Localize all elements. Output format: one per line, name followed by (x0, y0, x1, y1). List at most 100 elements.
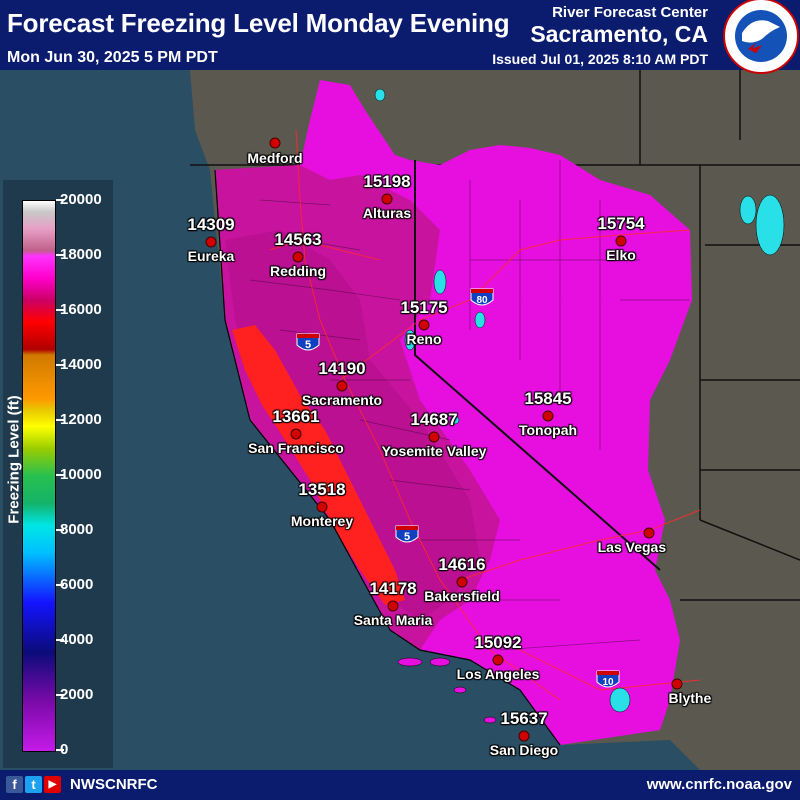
station-marker[interactable] (643, 527, 655, 539)
coastal-red-band (232, 325, 405, 605)
legend-tick-mark (56, 474, 64, 476)
nws-logo[interactable] (722, 0, 800, 75)
station-marker[interactable] (387, 600, 399, 612)
freezing-level-value: 14616 (438, 555, 486, 574)
freezing-level-value: 15637 (500, 709, 548, 728)
freezing-level-value: 14687 (410, 410, 458, 429)
interstate-5-south-shield: 5 (395, 525, 419, 543)
highways-red (269, 129, 701, 701)
legend-tick-label: 12000 (60, 411, 102, 428)
youtube-icon[interactable]: ▶ (44, 776, 61, 793)
freezing-level-value: 14309 (187, 215, 235, 234)
header-bar (0, 0, 800, 70)
valid-time: Mon Jun 30, 2025 5 PM PDT (7, 49, 218, 66)
legend-tick-label: 0 (60, 741, 69, 758)
station-name: Redding (270, 263, 326, 279)
social-handle[interactable]: NWSCNRFC (70, 776, 158, 793)
station-marker[interactable] (292, 251, 304, 263)
legend-tick-mark (56, 639, 64, 641)
station-name: Sacramento (301, 392, 383, 408)
station-marker[interactable] (269, 137, 281, 149)
legend-tick-label: 10000 (60, 466, 102, 483)
station-name: San Diego (489, 742, 559, 758)
station-name: Los Angeles (456, 666, 540, 682)
i5-north-label: 5 (305, 339, 311, 351)
freezing-level-value: 14190 (318, 359, 366, 378)
interstate-10-shield: 10 (596, 670, 620, 688)
legend-tick-label: 18000 (60, 246, 102, 263)
legend-tick-mark (56, 749, 64, 751)
freezing-level-value: 13518 (298, 480, 346, 499)
station-marker[interactable] (671, 678, 683, 690)
station-name: Eureka (187, 248, 235, 264)
legend-tick-mark (56, 694, 64, 696)
station-name: Monterey (290, 513, 354, 529)
station-marker[interactable] (316, 501, 328, 513)
station-marker[interactable] (615, 235, 627, 247)
interstate-80-shield: 80 (470, 288, 494, 306)
legend-tick-label: 6000 (60, 576, 94, 593)
station-marker[interactable] (542, 410, 554, 422)
org-location: Sacramento, CA (530, 21, 708, 47)
legend-tick-mark (56, 364, 64, 366)
station-marker[interactable] (381, 193, 393, 205)
station-name: Bakersfield (424, 588, 500, 604)
legend-tick-mark (56, 584, 64, 586)
facebook-icon[interactable]: f (6, 776, 23, 793)
coastline (214, 169, 561, 746)
twitter-icon[interactable]: t (25, 776, 42, 793)
station-name: Yosemite Valley (381, 443, 487, 459)
legend-tick-label: 20000 (60, 191, 102, 208)
lakes (374, 88, 785, 713)
freezing-level-value: 15092 (474, 633, 522, 652)
freezing-level-value: 15198 (363, 172, 411, 191)
freezing-level-value: 15175 (400, 298, 448, 317)
station-name: Blythe (668, 690, 712, 706)
station-name: Elko (606, 247, 636, 263)
station-marker[interactable] (418, 319, 430, 331)
legend-tick-label: 4000 (60, 631, 94, 648)
station-name: Alturas (362, 205, 412, 221)
legend-tick-mark (56, 419, 64, 421)
footer-bar (0, 770, 800, 800)
station-marker[interactable] (336, 380, 348, 392)
legend-tick-mark (56, 199, 64, 201)
station-marker[interactable] (428, 431, 440, 443)
freezing-level-value: 15845 (524, 389, 572, 408)
station-marker[interactable] (518, 730, 530, 742)
channel-islands (397, 657, 497, 724)
station-name: Medford (247, 150, 303, 166)
legend-color-bar (22, 200, 56, 752)
station-marker[interactable] (492, 654, 504, 666)
legend-tick-mark (56, 309, 64, 311)
org-name: River Forecast Center (552, 4, 708, 21)
legend-tick-label: 14000 (60, 356, 102, 373)
county-lines (249, 160, 690, 651)
station-name: Reno (406, 331, 442, 347)
station-name: Las Vegas (597, 539, 667, 555)
issued-time: Issued Jul 01, 2025 8:10 AM PDT (492, 51, 708, 67)
i80-label: 80 (476, 295, 488, 306)
station-name: Santa Maria (353, 612, 433, 628)
station-marker[interactable] (290, 428, 302, 440)
legend-title: Freezing Level (ft) (5, 395, 23, 524)
map-title: Forecast Freezing Level Monday Evening (7, 8, 510, 38)
legend-tick-label: 8000 (60, 521, 94, 538)
website-link[interactable]: www.cnrfc.noaa.gov (646, 776, 792, 793)
social-icons: f t ▶ (6, 776, 61, 793)
station-marker[interactable] (205, 236, 217, 248)
i5-south-label: 5 (404, 531, 410, 543)
legend-tick-mark (56, 529, 64, 531)
i10-label: 10 (602, 677, 614, 688)
ca-nv-border (414, 160, 661, 571)
freezing-level-value: 15754 (597, 214, 645, 233)
station-name: Tonopah (518, 422, 578, 438)
station-marker[interactable] (456, 576, 468, 588)
station-name: San Francisco (248, 440, 344, 456)
interstate-5-north-shield: 5 (296, 333, 320, 351)
freezing-level-value: 14563 (274, 230, 322, 249)
pink-region-inner (225, 230, 480, 620)
legend-tick-mark (56, 254, 64, 256)
